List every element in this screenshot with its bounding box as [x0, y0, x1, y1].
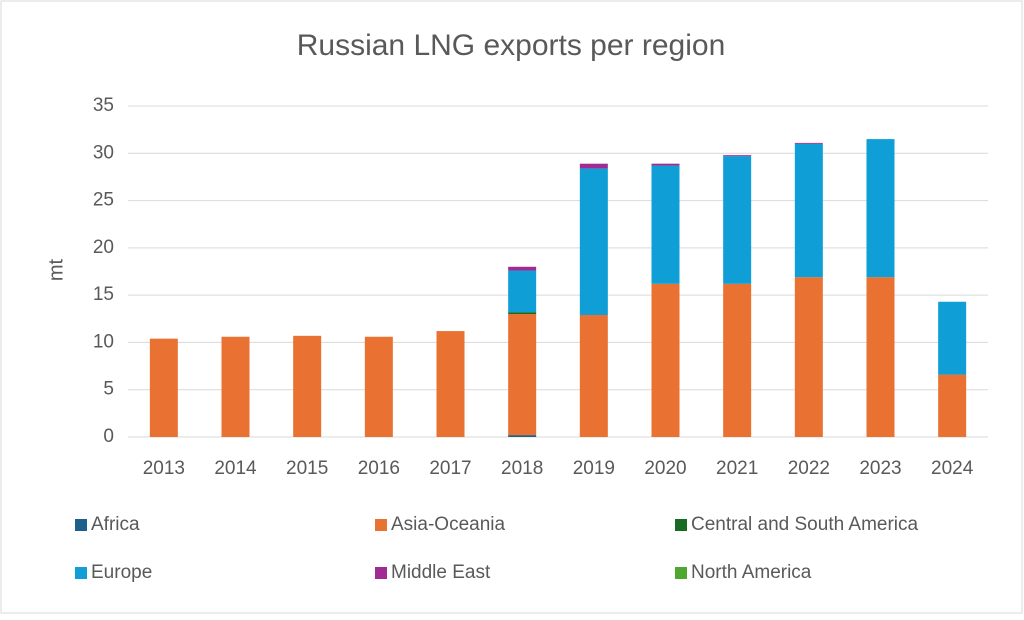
x-tick-label: 2023	[859, 458, 901, 479]
x-tick-label: 2024	[931, 458, 974, 479]
bar-segment	[651, 163, 680, 166]
bar-segment	[149, 338, 178, 437]
bar-segment	[508, 312, 537, 315]
y-tick-label: 5	[103, 379, 114, 400]
legend-swatch	[675, 519, 687, 531]
x-tick-label: 2020	[644, 458, 686, 479]
y-tick-label: 15	[93, 284, 114, 305]
bar-segment	[866, 139, 895, 278]
x-tick-label: 2013	[143, 458, 185, 479]
y-tick-label: 20	[93, 237, 114, 258]
legend-label: Central and South America	[691, 514, 919, 535]
bar-segment	[293, 335, 322, 437]
x-tick-label: 2017	[429, 458, 471, 479]
legend-swatch	[375, 519, 387, 531]
bar-segment	[651, 165, 680, 284]
legend-label: Middle East	[391, 562, 491, 583]
bar-segment	[579, 315, 608, 437]
legend-label: Asia-Oceania	[391, 514, 505, 535]
bar-segment	[364, 336, 393, 437]
x-tick-label: 2015	[286, 458, 328, 479]
x-tick-label: 2018	[501, 458, 543, 479]
bar-segment	[723, 283, 752, 437]
legend-swatch	[75, 519, 87, 531]
bar-segment	[579, 163, 608, 169]
legend-label: Africa	[91, 514, 140, 535]
legend-swatch	[75, 567, 87, 579]
bar-segment	[866, 277, 895, 437]
chart-title: Russian LNG exports per region	[297, 29, 726, 62]
bar-segment	[794, 143, 823, 278]
bar-segment	[508, 435, 537, 437]
bar-segment	[938, 301, 967, 375]
bar-segment	[508, 314, 537, 436]
x-tick-label: 2014	[214, 458, 257, 479]
y-tick-label: 10	[93, 331, 114, 352]
x-tick-label: 2021	[716, 458, 758, 479]
bar-segment	[221, 336, 250, 437]
bar-segment	[723, 155, 752, 157]
bar-segment	[508, 266, 537, 271]
y-tick-label: 0	[103, 426, 114, 447]
bar-segment	[723, 156, 752, 284]
bar-segment	[508, 270, 537, 313]
legend-label: North America	[691, 562, 812, 583]
bar-segment	[436, 331, 465, 437]
x-tick-label: 2022	[788, 458, 830, 479]
x-tick-label: 2016	[358, 458, 400, 479]
y-axis-label: mt	[45, 258, 67, 281]
y-tick-label: 30	[93, 142, 114, 163]
legend-swatch	[375, 567, 387, 579]
bar-segment	[794, 142, 823, 144]
bar-segment	[651, 283, 680, 437]
legend-label: Europe	[91, 562, 152, 583]
y-tick-label: 25	[93, 190, 114, 211]
y-tick-label: 35	[93, 95, 114, 116]
bar-segment	[794, 277, 823, 437]
legend-swatch	[675, 567, 687, 579]
bar-segment	[579, 168, 608, 316]
bar-segment	[938, 374, 967, 437]
x-tick-label: 2019	[573, 458, 615, 479]
